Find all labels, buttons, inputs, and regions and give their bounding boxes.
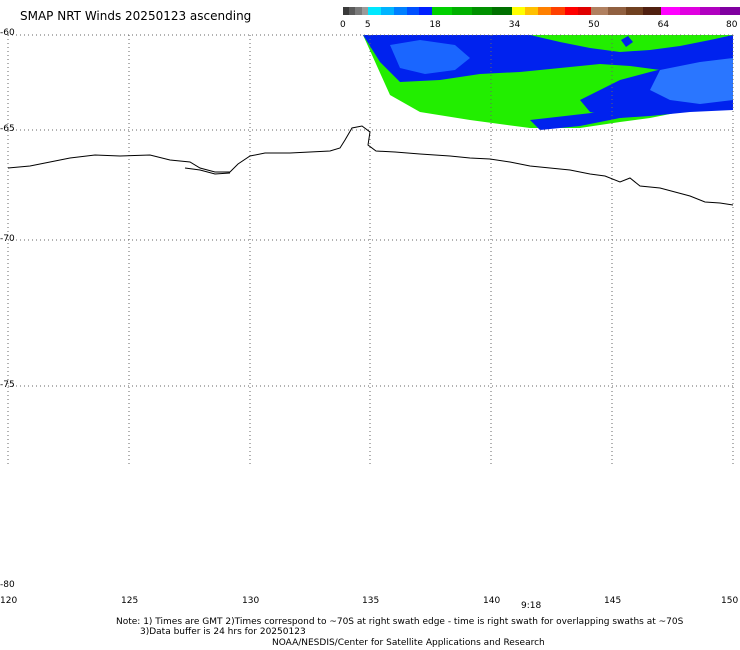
wind-swath: [363, 35, 733, 130]
coastline-inlet: [184, 167, 231, 175]
colorbar-swatch: [538, 7, 552, 15]
colorbar-tick-label: 50: [588, 20, 600, 30]
colorbar-swatch: [452, 7, 473, 15]
lon-label-120: 120: [0, 596, 18, 606]
lat-label-60: -60: [0, 28, 15, 38]
colorbar-swatch: [472, 7, 493, 15]
colorbar-swatch: [355, 7, 363, 15]
colorbar-swatch: [380, 7, 395, 15]
colorbar-swatch: [406, 7, 420, 15]
lon-label-135: 135: [362, 596, 380, 606]
colorbar-swatch: [393, 7, 407, 15]
colorbar-swatch: [564, 7, 579, 15]
swath-time-label: 9:18: [521, 601, 542, 611]
colorbar-tick-label: 18: [429, 20, 441, 30]
lat-label-80: -80: [0, 580, 15, 590]
lon-label-140: 140: [483, 596, 501, 606]
colorbar-tick-label: 5: [364, 20, 371, 30]
colorbar-swatch: [591, 7, 609, 15]
colorbar-swatch: [419, 7, 433, 15]
lon-label-130: 130: [242, 596, 260, 606]
colorbar-swatch: [720, 7, 740, 15]
colorbar-swatch: [625, 7, 644, 15]
colorbar-tick-label: 34: [508, 20, 521, 30]
colorbar-tick-label: 80: [726, 20, 738, 30]
colorbar-swatch: [367, 7, 382, 15]
swath-blue-bottom: [530, 112, 640, 130]
colorbar-swatch: [643, 7, 662, 15]
colorbar-swatch: [361, 7, 369, 15]
colorbar-tick-label: 0: [340, 20, 346, 30]
lat-label-65: -65: [0, 124, 15, 134]
colorbar-swatch: [343, 7, 350, 15]
lon-label-125: 125: [121, 596, 139, 606]
colorbar-swatch: [700, 7, 721, 15]
footer-note-1: Note: 1) Times are GMT 2)Times correspon…: [116, 617, 684, 627]
footer-credit: NOAA/NESDIS/Center for Satellite Applica…: [272, 638, 545, 648]
colorbar-tick-label: 64: [657, 20, 670, 30]
footer-note-2: 3)Data buffer is 24 hrs for 20250123: [140, 627, 306, 637]
lat-label-70: -70: [0, 234, 15, 244]
swath-light-blue-patch: [390, 40, 470, 74]
lat-label-75: -75: [0, 380, 15, 390]
colorbar-swatch: [608, 7, 627, 15]
map-title: SMAP NRT Winds 20250123 ascending: [20, 9, 252, 23]
swath-light-blue-right: [650, 58, 733, 104]
lon-label-145: 145: [604, 596, 622, 606]
lon-label-150: 150: [721, 596, 739, 606]
colorbar-swatch: [551, 7, 566, 15]
swath-blue-dot: [621, 36, 633, 47]
colorbar-swatch: [511, 7, 526, 15]
colorbar-swatch: [577, 7, 592, 15]
colorbar-swatch: [680, 7, 701, 15]
colorbar-swatch: [524, 7, 539, 15]
colorbar-swatch: [349, 7, 356, 15]
lat-lon-grid: [7, 34, 734, 465]
colorbar-swatch: [491, 7, 513, 15]
colorbar-swatch: [432, 7, 453, 15]
colorbar-swatch: [660, 7, 681, 15]
antarctic-coastline: [7, 125, 734, 206]
